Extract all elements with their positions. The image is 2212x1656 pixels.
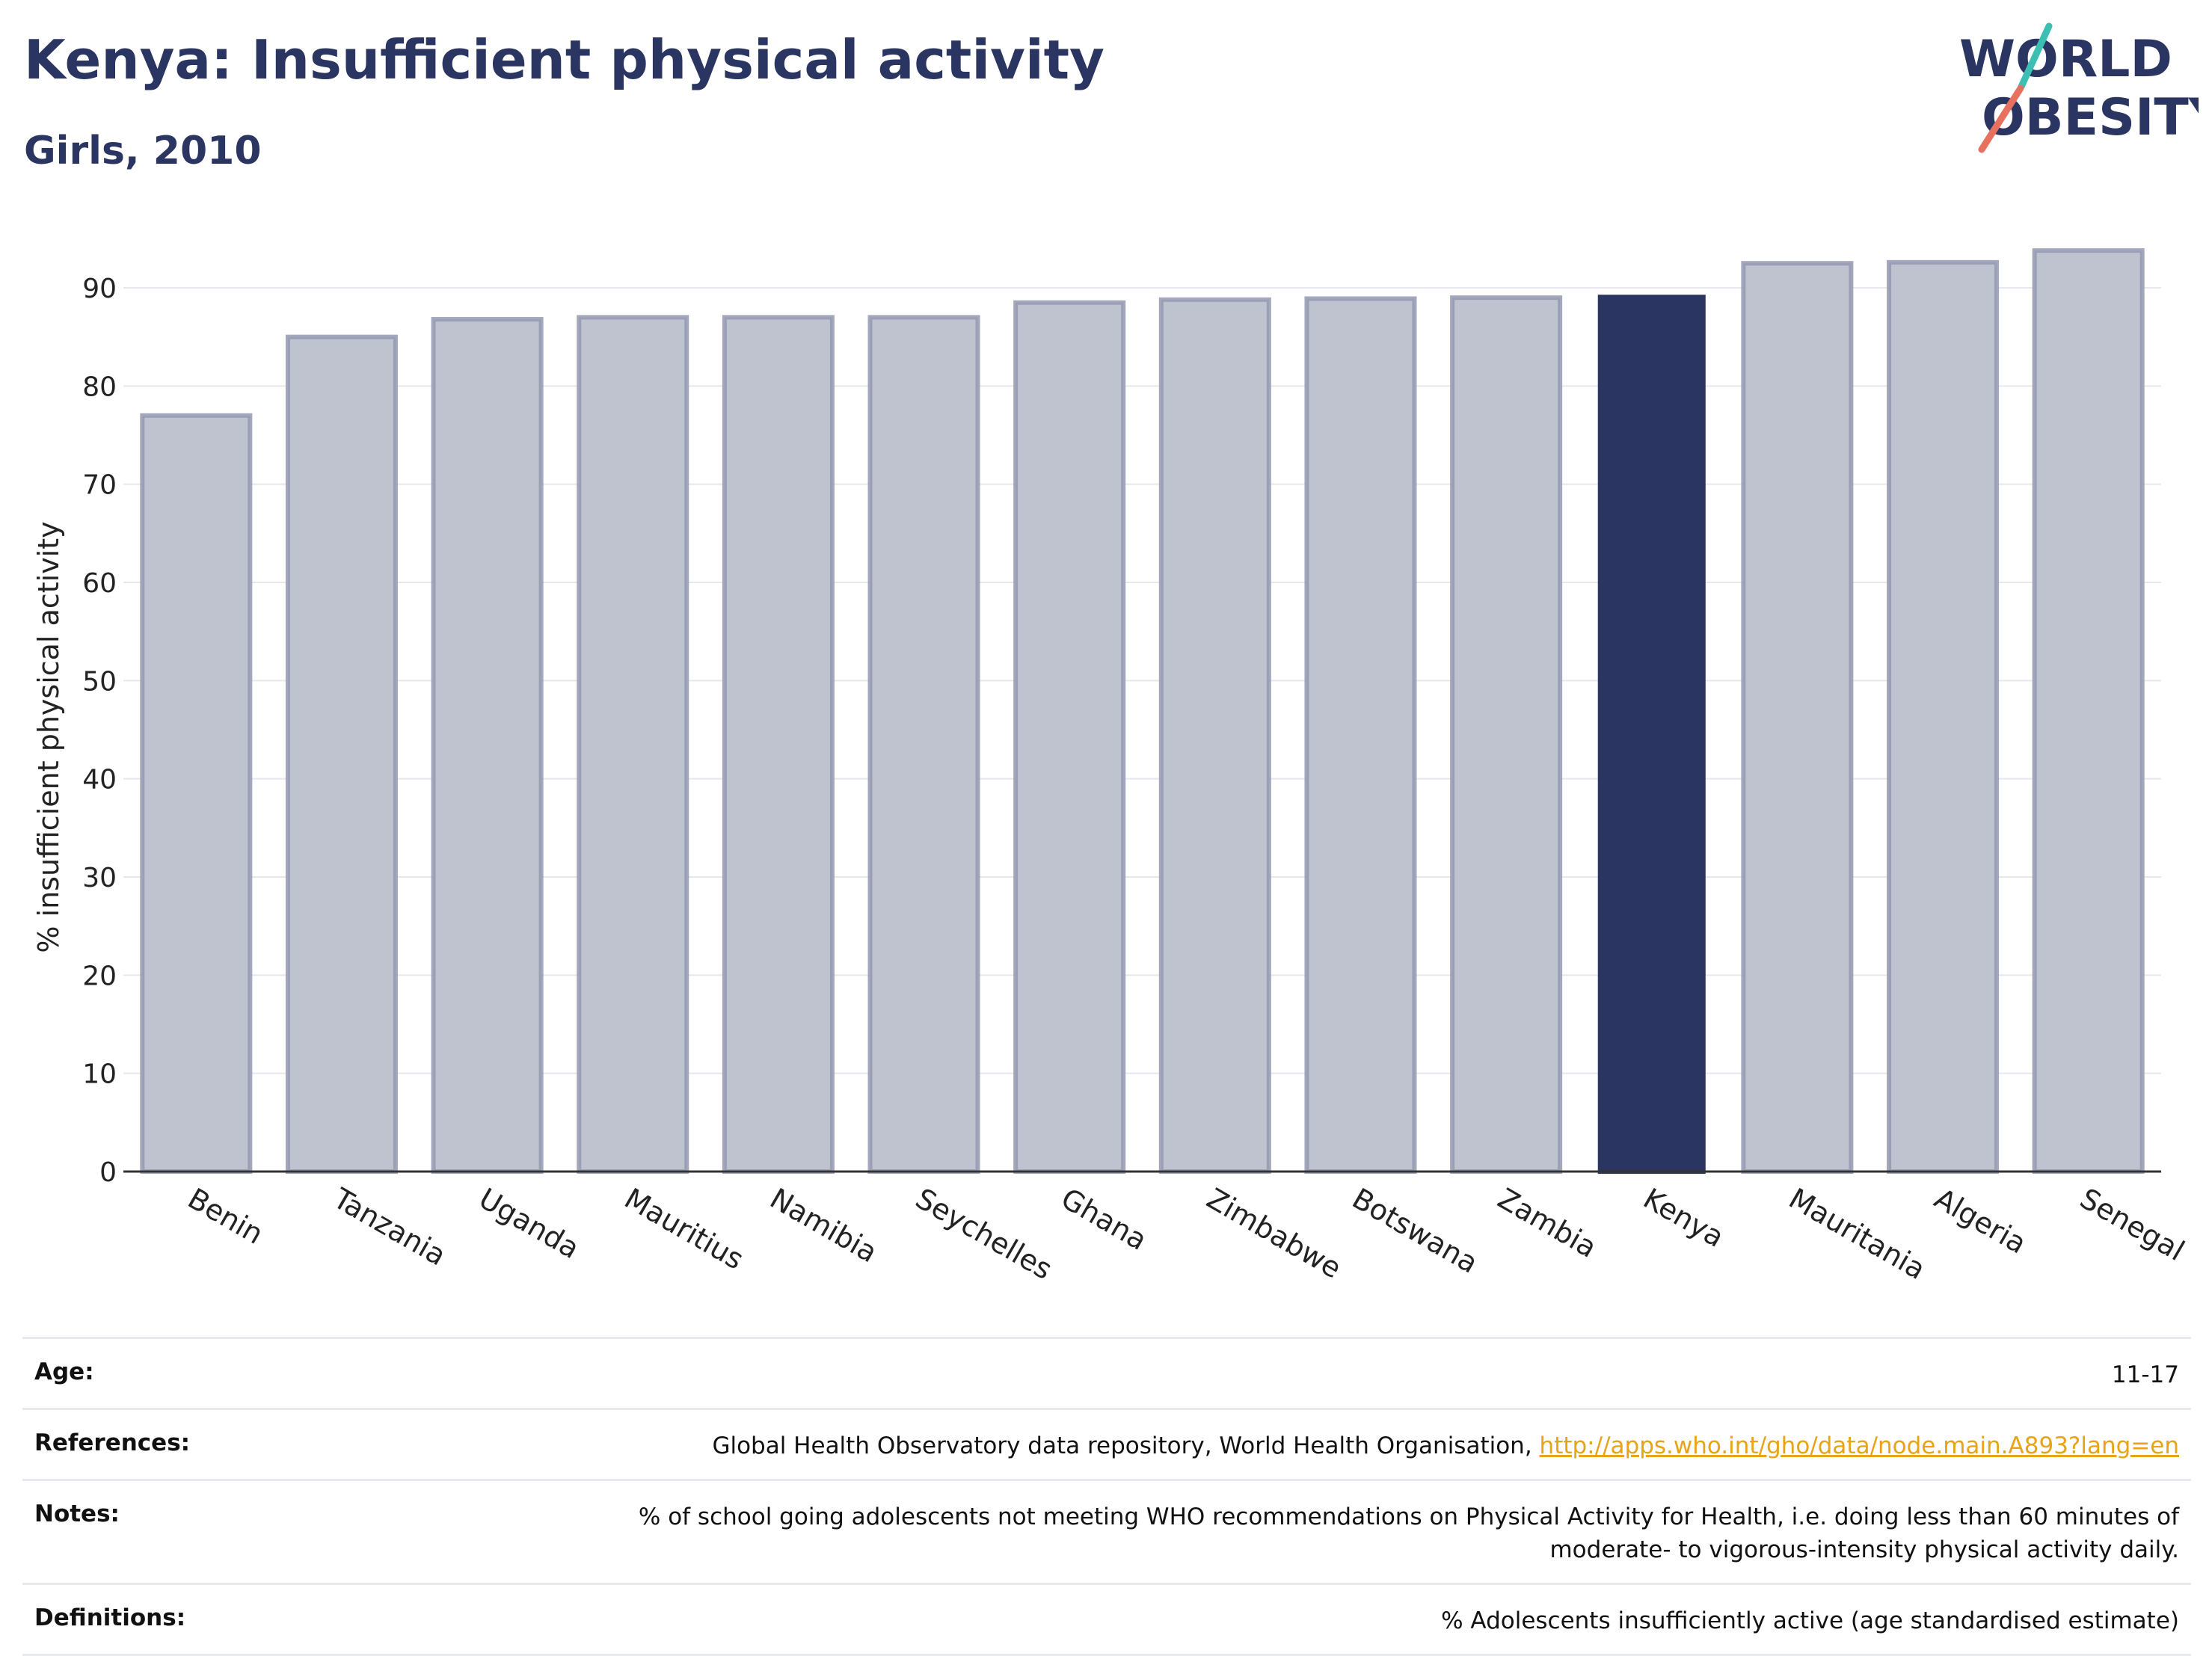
- meta-definitions-value: % Adolescents insufficiently active (age…: [1441, 1607, 2179, 1634]
- x-tick-label-uganda: Uganda: [473, 1182, 585, 1265]
- bars: [140, 248, 2145, 1175]
- bar-namibia: [722, 315, 835, 1174]
- x-tick-label-kenya: Kenya: [1638, 1182, 1730, 1254]
- meta-age-value: 11-17: [2111, 1361, 2179, 1388]
- y-tick-label: 40: [82, 765, 117, 795]
- meta-age-label: Age:: [34, 1358, 94, 1385]
- y-tick-label: 50: [82, 666, 117, 697]
- meta-definitions-label: Definitions:: [34, 1604, 186, 1631]
- bar-uganda: [431, 317, 544, 1175]
- bar-zimbabwe: [1158, 297, 1271, 1174]
- bar-seychelles: [867, 315, 980, 1174]
- x-tick-label-senegal: Senegal: [2074, 1182, 2190, 1268]
- x-tick-label-tanzania: Tanzania: [328, 1181, 452, 1272]
- logo-slash-bottom: [1978, 84, 2024, 153]
- x-tick-label-zimbabwe: Zimbabwe: [1201, 1182, 1347, 1285]
- bar-senegal: [2032, 248, 2145, 1174]
- y-tick-label: 20: [82, 961, 117, 991]
- x-tick-label-algeria: Algeria: [1929, 1182, 2033, 1261]
- y-tick-label: 30: [82, 863, 117, 893]
- y-tick-label: 10: [82, 1059, 117, 1090]
- x-tick-label-benin: Benin: [182, 1182, 269, 1251]
- meta-references-text: Global Health Observatory data repositor…: [712, 1432, 1540, 1459]
- gridlines: [123, 287, 2161, 1074]
- bar-benin: [140, 413, 253, 1174]
- x-tick-label-mauritania: Mauritania: [1784, 1182, 1931, 1286]
- y-tick-label: 60: [82, 568, 117, 599]
- world-obesity-logo: WORLD OBESITY: [1959, 22, 2199, 153]
- meta-row-age: Age: 11-17: [22, 1337, 2191, 1408]
- bar-kenya: [1597, 295, 1706, 1174]
- y-tick-label: 0: [99, 1157, 117, 1188]
- meta-references-value: Global Health Observatory data repositor…: [712, 1429, 2179, 1462]
- x-tick-label-zambia: Zambia: [1493, 1182, 1603, 1264]
- bar-ghana: [1013, 300, 1126, 1175]
- logo-line1: WORLD: [1959, 30, 2172, 89]
- bar-algeria: [1887, 259, 2000, 1174]
- x-tick-label-ghana: Ghana: [1056, 1182, 1153, 1257]
- y-axis-label: % insufficient physical activity: [32, 521, 65, 952]
- meta-notes-line1: % of school going adolescents not meetin…: [638, 1503, 2179, 1530]
- y-tick-label: 70: [82, 470, 117, 501]
- bar-mauritania: [1741, 261, 1854, 1175]
- bar-botswana: [1304, 296, 1417, 1175]
- references-link[interactable]: http://apps.who.int/gho/data/node.main.A…: [1539, 1432, 2179, 1459]
- meta-row-definitions: Definitions: % Adolescents insufficientl…: [22, 1583, 2191, 1656]
- bar-zambia: [1450, 295, 1563, 1175]
- meta-references-label: References:: [34, 1429, 191, 1456]
- x-tick-labels: Benin Tanzania Uganda Mauritius Namibia Seych…: [182, 1181, 2190, 1286]
- bar-chart: 0 10 20 30 40 50 60 70 80 90 Benin Tanzania Uganda M…: [32, 248, 2190, 1286]
- page-subtitle: Girls, 2010: [24, 129, 262, 173]
- y-tick-label: 90: [82, 274, 117, 304]
- x-tick-label-mauritius: Mauritius: [619, 1182, 749, 1276]
- y-tick-labels: 0 10 20 30 40 50 60 70 80 90: [82, 274, 117, 1188]
- meta-notes-value: % of school going adolescents not meetin…: [639, 1500, 2179, 1566]
- meta-notes-label: Notes:: [34, 1500, 120, 1527]
- page-title: Kenya: Insufficient physical activity: [24, 28, 1105, 91]
- y-tick-label: 80: [82, 372, 117, 402]
- bar-mauritius: [577, 315, 689, 1174]
- bar-tanzania: [285, 334, 398, 1175]
- metadata-table: Age: 11-17 References: Global Health Obs…: [22, 1337, 2191, 1656]
- meta-notes-line2: moderate- to vigorous-intensity physical…: [1549, 1536, 2179, 1563]
- x-tick-label-botswana: Botswana: [1347, 1182, 1484, 1280]
- x-tick-label-seychelles: Seychelles: [910, 1182, 1057, 1286]
- x-tick-label-namibia: Namibia: [764, 1182, 882, 1269]
- meta-row-notes: Notes: % of school going adolescents not…: [22, 1479, 2191, 1583]
- logo-slash-top: [2017, 22, 2053, 92]
- meta-row-references: References: Global Health Observatory da…: [22, 1408, 2191, 1479]
